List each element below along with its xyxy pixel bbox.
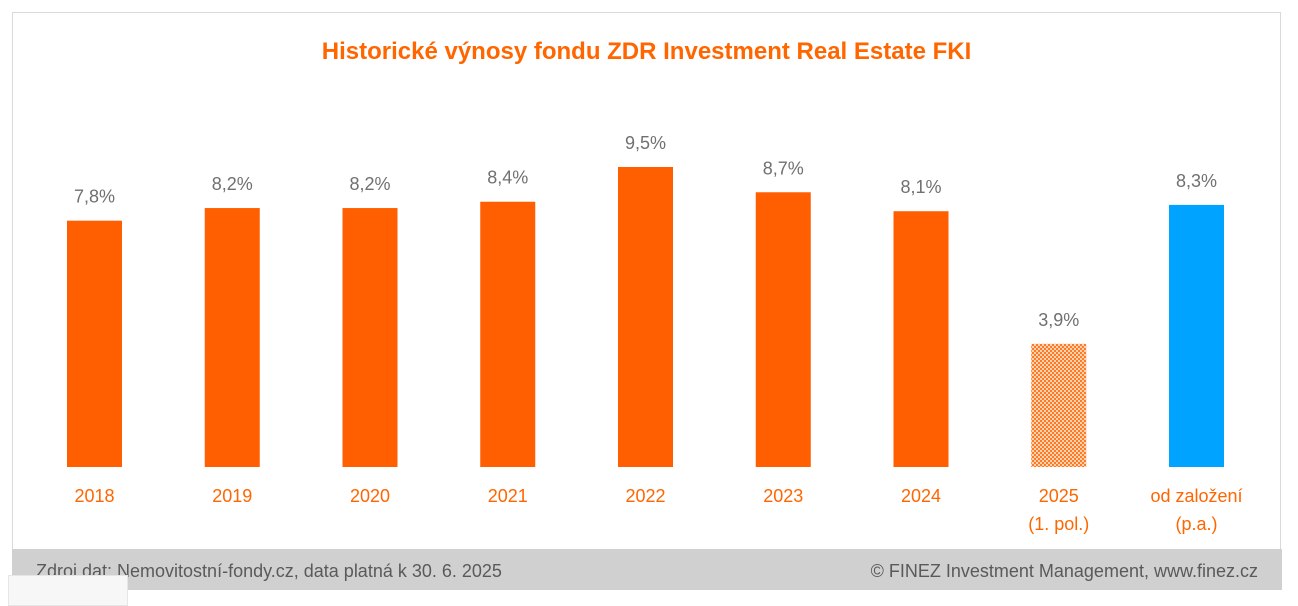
category-label: 2018 (74, 486, 114, 506)
category-label: 2022 (625, 486, 665, 506)
bar-2020 (342, 208, 398, 468)
category-label: (1. pol.) (1028, 514, 1089, 534)
chart-footer: Zdroj dat: Nemovitostní-fondy.cz, data p… (12, 549, 1282, 590)
bar-2023 (755, 192, 811, 467)
chart-title: Historické výnosy fondu ZDR Investment R… (321, 38, 972, 65)
category-label: 2020 (350, 486, 390, 506)
bar-2019 (204, 208, 260, 468)
bar-2021 (480, 201, 536, 467)
category-label: 2021 (488, 486, 528, 506)
category-label: (p.a.) (1175, 514, 1217, 534)
value-label: 3,9% (1038, 310, 1079, 330)
category-label: od založení (1150, 486, 1242, 506)
value-label: 8,2% (349, 174, 390, 194)
bar-2024 (893, 211, 949, 467)
value-label: 8,4% (487, 168, 528, 188)
bar-od-založení (1169, 204, 1224, 468)
value-label: 8,3% (1176, 171, 1217, 191)
category-label: 2023 (763, 486, 803, 506)
category-label: 2025 (1039, 486, 1079, 506)
value-label: 7,8% (74, 187, 115, 207)
value-label: 8,1% (900, 177, 941, 197)
bar-2018 (67, 220, 122, 467)
value-label: 9,5% (625, 133, 666, 153)
bar-2022 (618, 167, 673, 467)
bar-2025 (1031, 343, 1087, 467)
copyright-note: © FINEZ Investment Management, www.finez… (870, 561, 1258, 581)
value-label: 8,2% (212, 174, 253, 194)
background-window-tab (8, 575, 128, 606)
value-label: 8,7% (763, 158, 804, 178)
data-source-note: Zdroj dat: Nemovitostní-fondy.cz, data p… (36, 561, 502, 581)
category-label: 2019 (212, 486, 252, 506)
category-label: 2024 (901, 486, 941, 506)
